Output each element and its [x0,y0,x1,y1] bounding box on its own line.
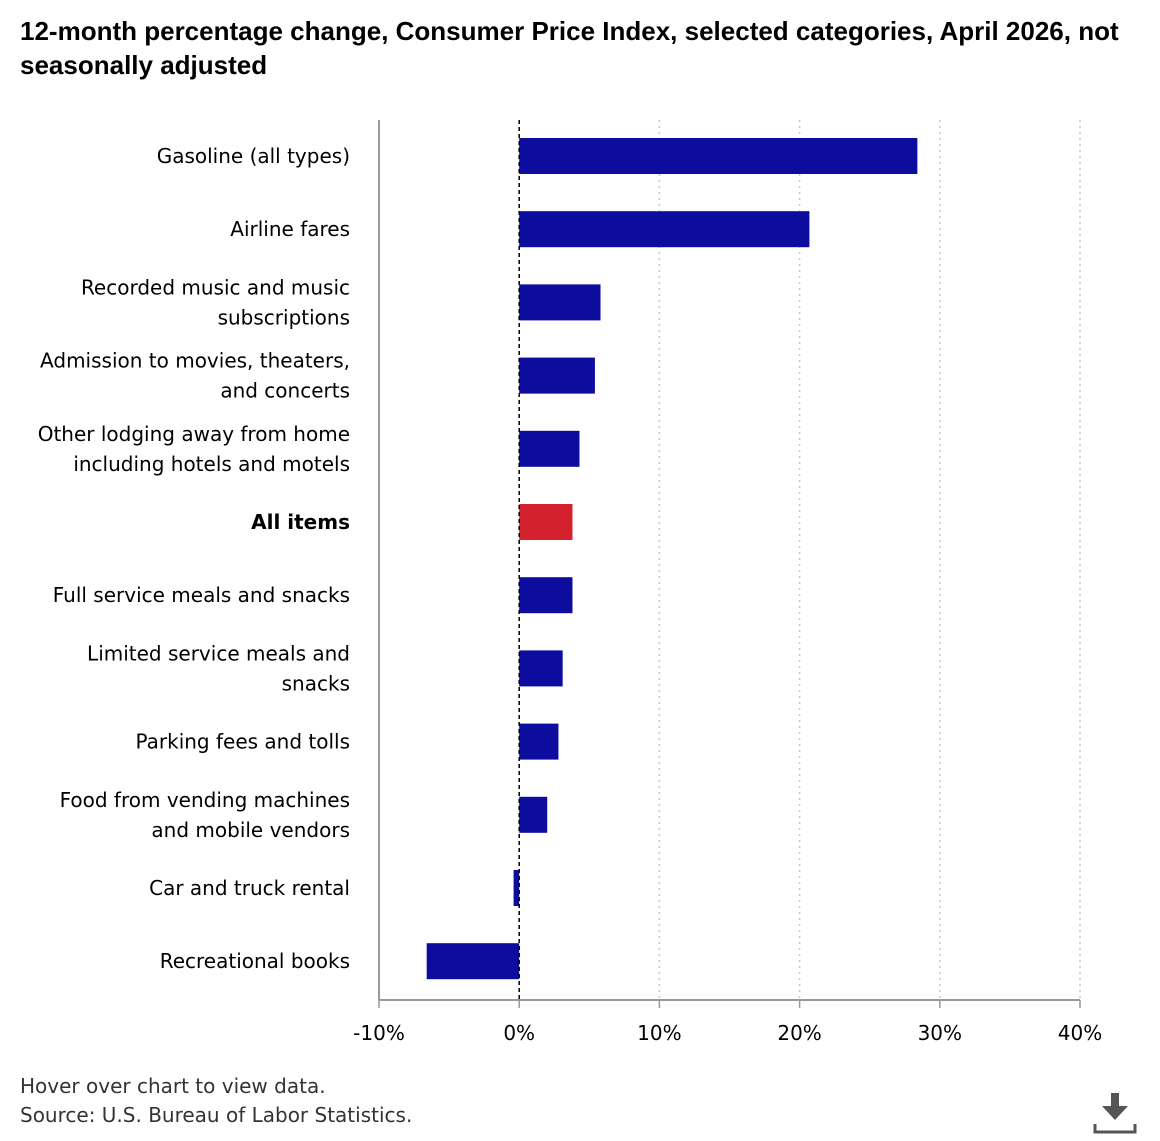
bar[interactable] [519,211,810,248]
chart-title: 12-month percentage change, Consumer Pri… [20,16,1119,80]
category-label: Admission to movies, theaters, and concer… [40,349,350,403]
source-note: Source: U.S. Bureau of Labor Statistics. [20,1103,413,1127]
x-tick-labels: -10% 0% 10% 20% 30% 40% [353,1000,1102,1045]
category-label: All items [251,510,350,534]
category-label: Parking fees and tolls [135,730,350,754]
chart-footer: Hover over chart to view data. Source: U… [20,1072,412,1130]
bar[interactable] [426,943,520,980]
bar[interactable] [519,796,548,833]
x-tick-label: 30% [918,1021,962,1045]
bar[interactable] [519,504,573,540]
download-icon [1093,1093,1137,1134]
category-label: Recreational books [160,949,350,973]
x-tick-label: 10% [637,1021,681,1045]
category-label: Food from vending machines and mobile ven… [60,788,350,842]
axes [378,120,1080,1001]
x-tick-label: 0% [503,1021,535,1045]
bar[interactable] [519,284,601,321]
category-label: Full service meals and snacks [53,583,350,607]
x-tick-label: -10% [353,1021,405,1045]
category-label: Airline fares [230,217,350,241]
bar[interactable] [519,138,918,174]
category-labels: Gasoline (all types) Airline fares Recorde… [38,144,350,973]
x-tick-label: 20% [777,1021,821,1045]
hover-note: Hover over chart to view data. [20,1074,326,1098]
bar[interactable] [513,870,520,906]
category-label: Car and truck rental [149,876,350,900]
category-label: Gasoline (all types) [157,144,350,168]
bar[interactable] [519,357,595,394]
category-label: Other lodging away from home including ho… [38,422,350,476]
bar[interactable] [519,650,563,687]
bar[interactable] [519,577,573,614]
download-button[interactable] [1092,1090,1138,1136]
category-label: Recorded music and music subscriptions [81,275,350,329]
grid-lines [658,120,1081,1000]
bar[interactable] [519,723,559,760]
category-label: Limited service meals and snacks [87,641,350,695]
x-tick-label: 40% [1058,1021,1102,1045]
bars[interactable] [426,138,918,980]
bar[interactable] [519,430,580,467]
